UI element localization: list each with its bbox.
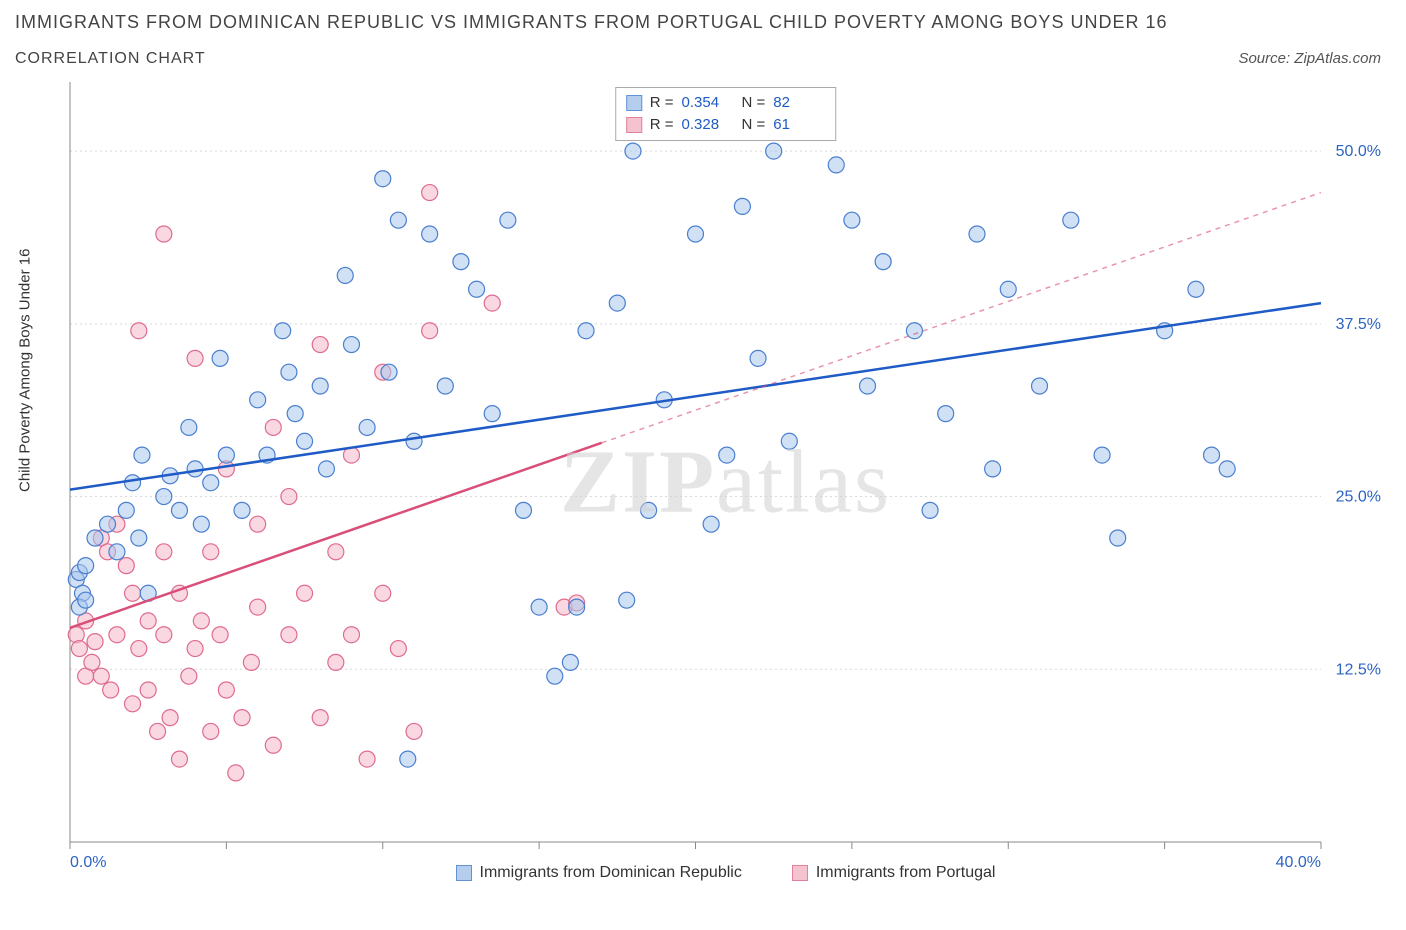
svg-text:37.5%: 37.5%	[1336, 316, 1381, 333]
legend-swatch-series2	[626, 117, 642, 133]
svg-text:50.0%: 50.0%	[1336, 143, 1381, 160]
legend-swatch-series1	[626, 95, 642, 111]
n-value-series2: 61	[773, 114, 825, 136]
r-value-series2: 0.328	[682, 114, 734, 136]
plot-area: ZIPatlas 12.5%25.0%37.5%50.0%0.0%40.0% R…	[60, 82, 1391, 882]
legend-label-series1: Immigrants from Dominican Republic	[480, 864, 742, 882]
r-label: R =	[650, 92, 674, 114]
legend-label-series2: Immigrants from Portugal	[816, 864, 996, 882]
svg-text:12.5%: 12.5%	[1336, 661, 1381, 678]
n-label: N =	[742, 114, 766, 136]
legend-item-series1: Immigrants from Dominican Republic	[456, 864, 742, 882]
scatter-chart: 12.5%25.0%37.5%50.0%0.0%40.0%	[60, 82, 1391, 882]
legend-item-series2: Immigrants from Portugal	[792, 864, 996, 882]
legend-swatch-series1	[456, 865, 472, 881]
legend-swatch-series2	[792, 865, 808, 881]
y-axis-label: Child Poverty Among Boys Under 16	[17, 472, 34, 492]
chart-title: IMMIGRANTS FROM DOMINICAN REPUBLIC VS IM…	[15, 12, 1167, 33]
r-label: R =	[650, 114, 674, 136]
legend-row-series1: R = 0.354 N = 82	[626, 92, 826, 114]
correlation-legend: R = 0.354 N = 82 R = 0.328 N = 61	[615, 87, 837, 141]
n-value-series1: 82	[773, 92, 825, 114]
chart-subtitle: CORRELATION CHART	[15, 50, 206, 68]
legend-row-series2: R = 0.328 N = 61	[626, 114, 826, 136]
source-attribution: Source: ZipAtlas.com	[1238, 50, 1381, 67]
r-value-series1: 0.354	[682, 92, 734, 114]
chart-container: Child Poverty Among Boys Under 16 ZIPatl…	[15, 82, 1391, 882]
x-axis-legend: Immigrants from Dominican Republic Immig…	[60, 864, 1391, 882]
n-label: N =	[742, 92, 766, 114]
svg-text:25.0%: 25.0%	[1336, 489, 1381, 506]
